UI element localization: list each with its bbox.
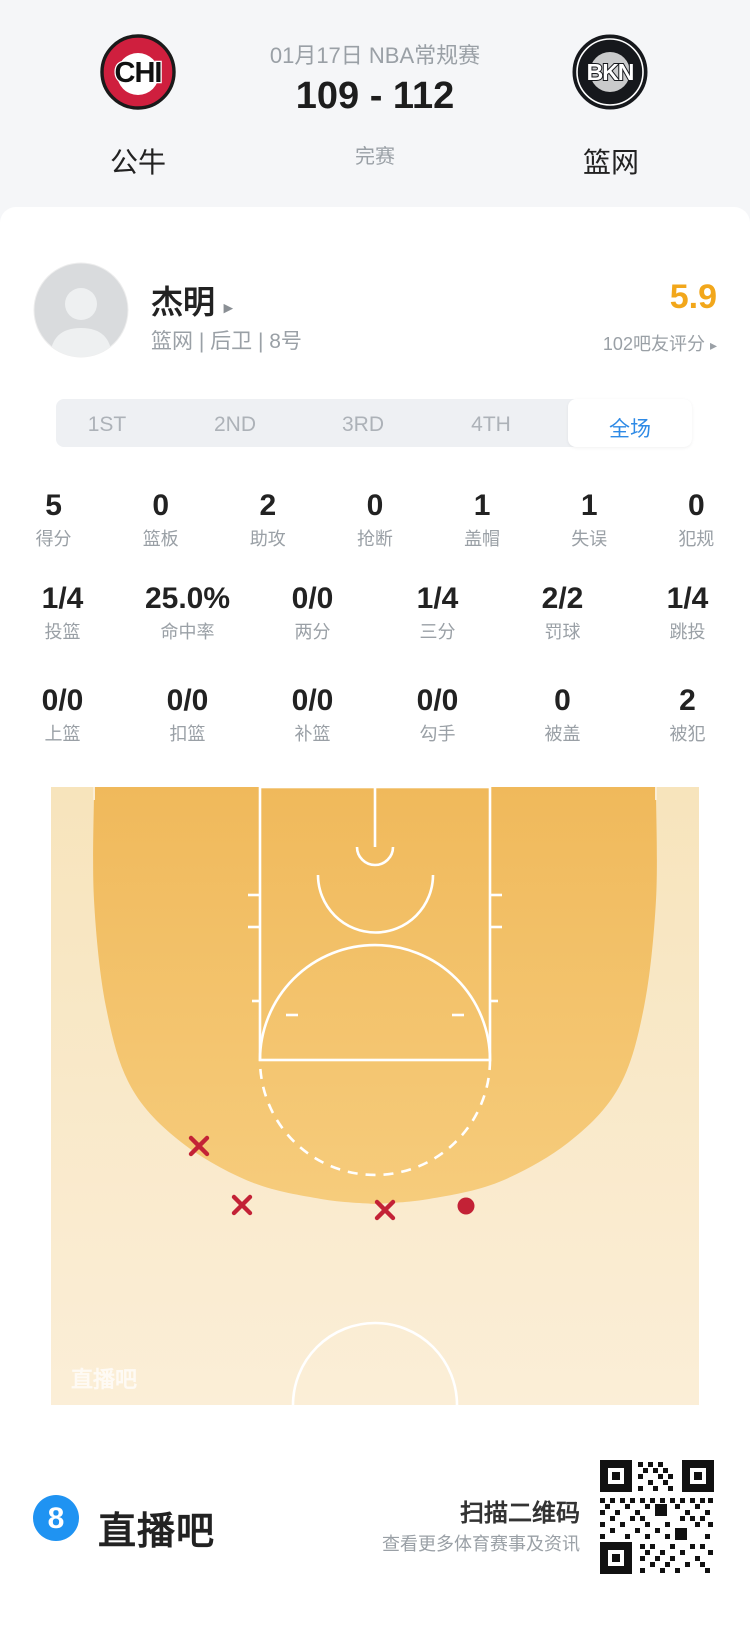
svg-text:8: 8 xyxy=(48,1502,65,1535)
svg-text:直播吧: 直播吧 xyxy=(71,1367,137,1392)
